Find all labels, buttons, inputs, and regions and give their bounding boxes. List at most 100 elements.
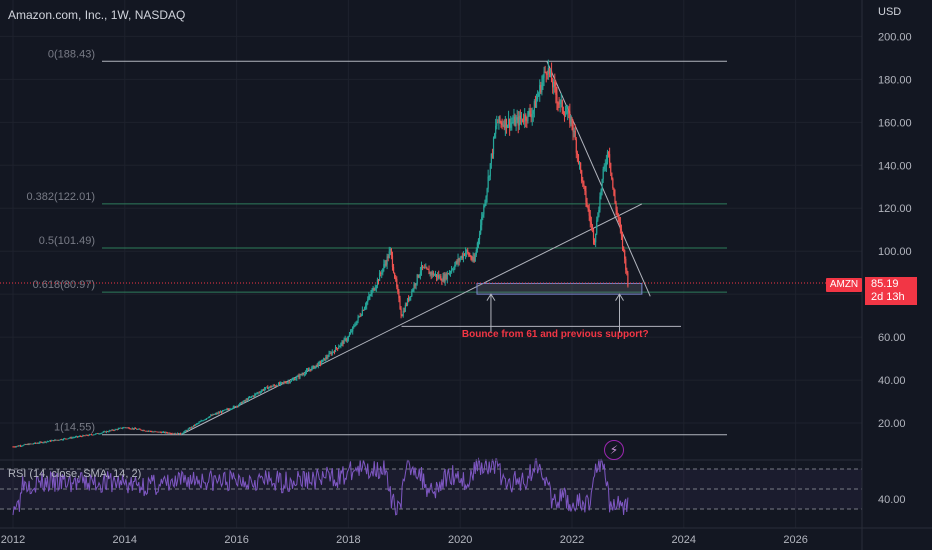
candle-body — [201, 420, 203, 422]
candle-body — [308, 369, 310, 371]
rsi-panel: 40.00 — [0, 457, 906, 516]
candle-body — [86, 434, 88, 436]
candle-body — [215, 413, 217, 414]
candle-body — [190, 426, 193, 429]
fibonacci-levels: 0(188.43) 0.382(122.01) 0.5(101.49) 0.618(8… — [27, 48, 727, 436]
candle-body — [391, 255, 394, 268]
candle-body — [603, 166, 605, 169]
candle-body — [596, 220, 598, 234]
candle-body — [434, 274, 437, 275]
candle-body — [42, 442, 44, 444]
candle-body — [357, 316, 359, 321]
candle-body — [241, 402, 243, 404]
candle-body — [59, 439, 61, 441]
candle-body — [353, 325, 355, 327]
candle-body — [463, 253, 466, 256]
candle-body — [446, 273, 448, 279]
candle-body — [576, 152, 578, 155]
candle-body — [12, 446, 14, 448]
candle-body — [374, 288, 376, 291]
candle-body — [213, 414, 215, 416]
candle-body — [159, 431, 161, 433]
candle-body — [339, 345, 341, 348]
candle-body — [112, 429, 114, 431]
candle-body — [606, 151, 609, 163]
candle-body — [220, 411, 223, 413]
candle-body — [38, 442, 40, 444]
candle-body — [425, 267, 427, 269]
candle-body — [542, 77, 544, 83]
candle-body — [620, 228, 623, 236]
candle-body — [127, 427, 129, 429]
candle-body — [387, 256, 389, 259]
time-tick-label: 2020 — [448, 534, 472, 546]
price-tick-label: 160.00 — [878, 117, 912, 129]
candle-body — [184, 430, 186, 432]
candle-body — [262, 389, 265, 391]
candle-body — [212, 414, 214, 416]
candle-body — [529, 110, 531, 115]
candle-body — [132, 428, 134, 430]
candle-body — [578, 162, 581, 164]
candle-body — [528, 110, 530, 112]
candle-body — [130, 428, 132, 430]
candle-body — [370, 293, 372, 295]
candle-body — [244, 400, 246, 402]
candle-body — [316, 364, 318, 367]
candle-body — [102, 431, 104, 433]
candle-body — [341, 341, 343, 344]
candle-body — [531, 113, 533, 118]
candle-body — [141, 430, 143, 431]
candle-body — [430, 272, 432, 275]
candle-body — [230, 408, 232, 410]
candle-body — [71, 437, 73, 439]
candle-body — [154, 431, 156, 433]
candle-body — [525, 114, 527, 121]
candle-body — [171, 433, 173, 435]
candle-body — [140, 429, 142, 431]
time-tick-label: 2012 — [1, 534, 25, 546]
candle-body — [585, 190, 587, 203]
candle-body — [390, 248, 392, 256]
candle-body — [343, 338, 345, 344]
candle-body — [412, 289, 414, 291]
candle-body — [128, 427, 130, 429]
candle-body — [474, 255, 476, 262]
candle-body — [315, 364, 317, 367]
candle-body — [285, 382, 287, 384]
candle-body — [574, 130, 576, 140]
candle-body — [363, 307, 366, 311]
candle-body — [162, 431, 165, 433]
candle-body — [247, 397, 250, 401]
candle-body — [609, 154, 611, 163]
candle-body — [417, 274, 419, 278]
candle-body — [456, 261, 458, 263]
candle-body — [424, 267, 426, 269]
candle-body — [134, 428, 137, 429]
candle-body — [66, 438, 68, 440]
price-tick-label: 180.00 — [878, 74, 912, 86]
candle-body — [441, 280, 443, 282]
candle-body — [27, 444, 29, 445]
candle-body — [70, 437, 72, 439]
candle-body — [414, 284, 416, 286]
chart-title: Amazon.com, Inc., 1W, NASDAQ — [8, 8, 186, 22]
candle-body — [309, 369, 311, 371]
candle-body — [587, 206, 589, 210]
candle-body — [25, 444, 27, 446]
last-price: 85.19 — [871, 278, 899, 290]
candle-body — [328, 353, 330, 357]
candle-body — [163, 431, 166, 433]
fib-label-0.5: 0.5(101.49) — [39, 235, 95, 247]
price-tick-label: 120.00 — [878, 203, 912, 215]
lightning-bolt-icon[interactable]: ⚡ — [604, 440, 624, 460]
candle-body — [526, 120, 528, 122]
candle-body — [16, 445, 18, 447]
candle-body — [613, 188, 615, 196]
candle-body — [395, 277, 397, 280]
candle-body — [473, 257, 475, 262]
candle-body — [46, 441, 48, 443]
candle-body — [304, 372, 306, 375]
candle-body — [240, 402, 242, 404]
